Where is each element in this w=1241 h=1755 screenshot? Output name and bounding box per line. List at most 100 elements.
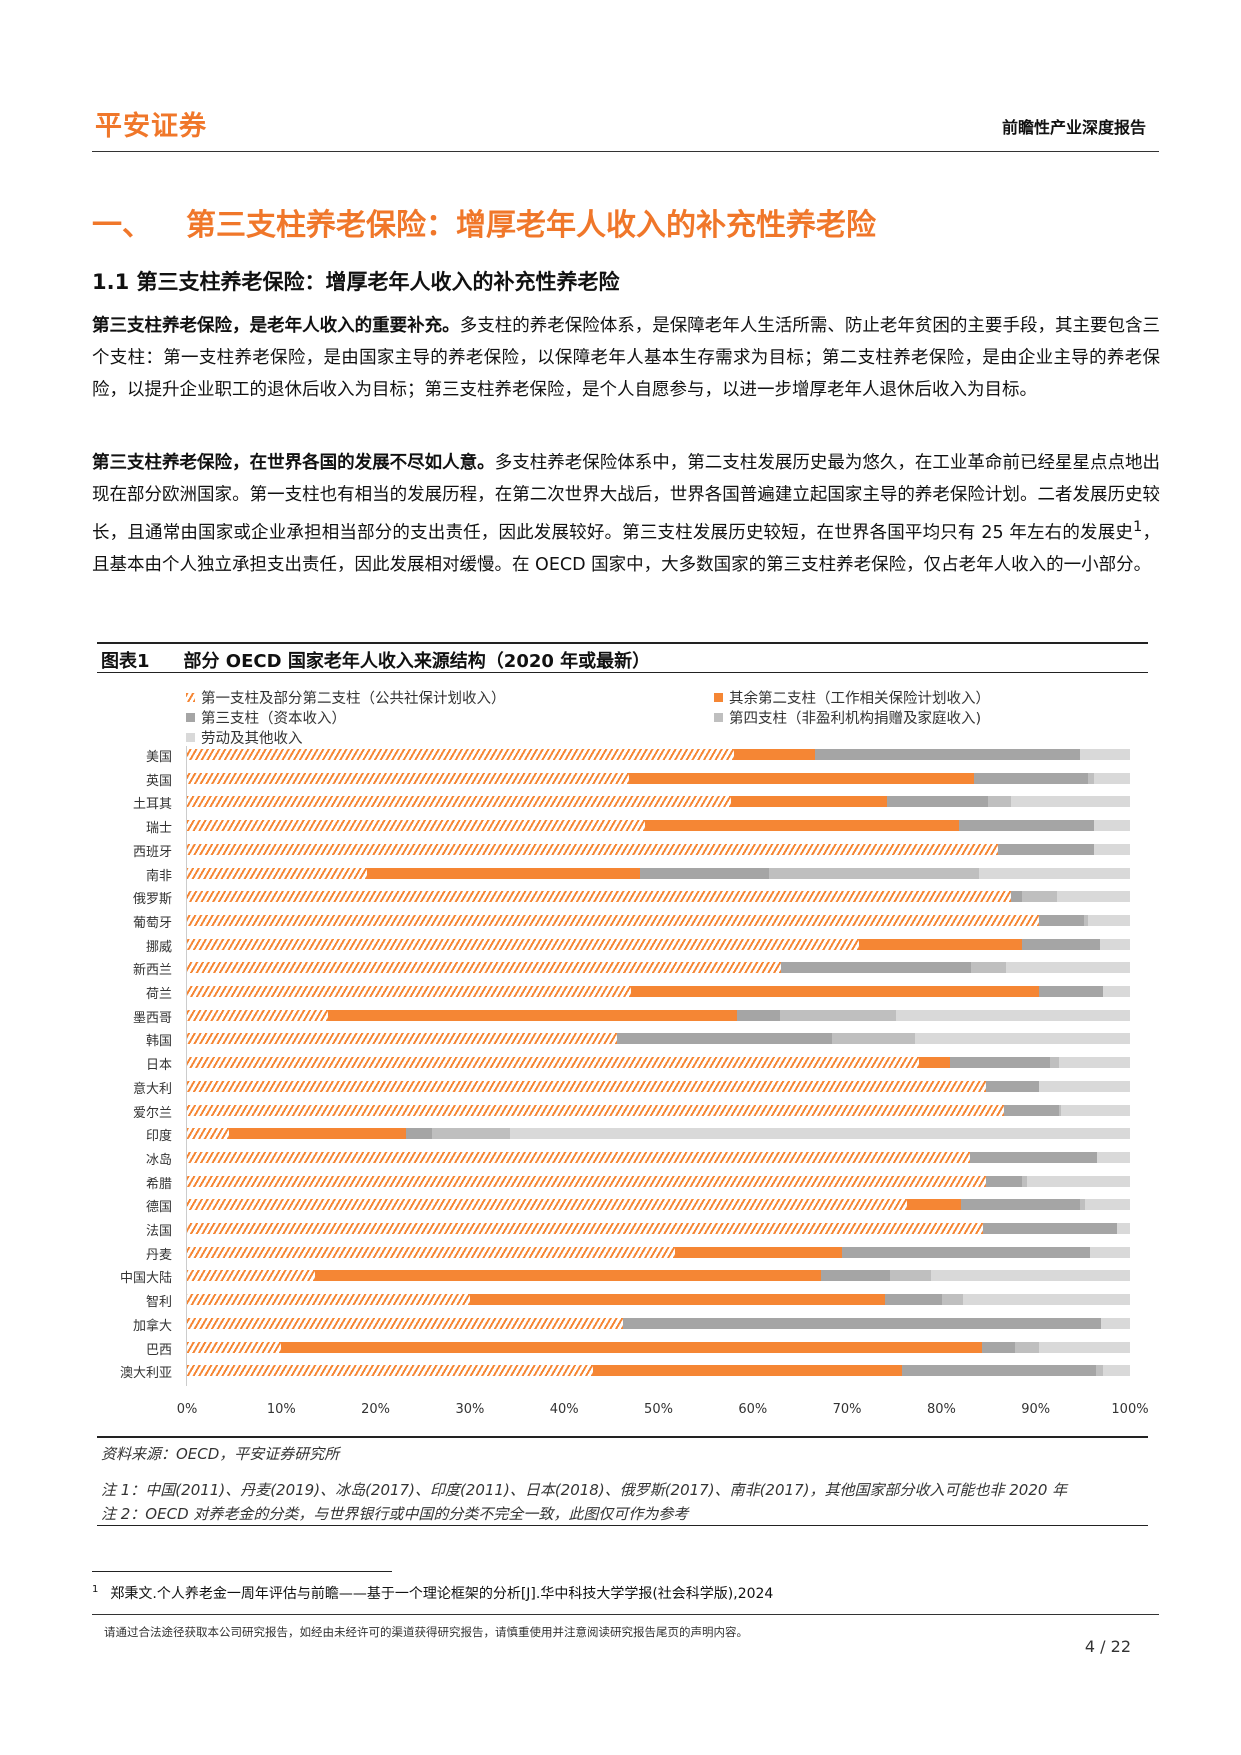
paragraph: 第三支柱养老保险，是老年人收入的重要补充。多支柱的养老保险体系，是保障老年人生活… — [92, 310, 1160, 406]
bar-segment-series-2 — [949, 1057, 1050, 1069]
bar-segment-series-2 — [886, 796, 988, 808]
bar-row: 荷兰 — [110, 980, 1150, 1004]
legend-item: 第四支柱（非盈利机构捐赠及家庭收入) — [714, 707, 981, 728]
stacked-bar — [187, 1365, 1130, 1377]
bar-row: 西班牙 — [110, 838, 1150, 862]
bar-row: 希腊 — [110, 1170, 1150, 1194]
category-label: 荷兰 — [145, 987, 172, 1002]
bar-segment-series-3 — [1087, 772, 1095, 784]
category-label: 葡萄牙 — [132, 915, 172, 931]
bar-segment-series-2 — [959, 820, 1095, 832]
page-number: 4 / 22 — [1084, 1637, 1131, 1656]
bar-segment-series-0 — [187, 1223, 983, 1234]
bar-segment-series-0 — [187, 891, 1012, 903]
chart-source-rule — [97, 1436, 1148, 1438]
paragraph-body: 多支柱养老保险体系中，第二支柱发展历史最为悠久，在工业革命前已经星星点点地出现在… — [92, 453, 1161, 543]
bar-segment-series-4 — [1059, 1057, 1130, 1069]
x-tick-label: 0% — [176, 1402, 198, 1417]
bar-segment-series-1 — [593, 1365, 902, 1377]
bar-segment-series-1 — [859, 938, 1023, 950]
bar-segment-series-1 — [315, 1270, 821, 1282]
bar-segment-series-1 — [918, 1057, 950, 1069]
bar-segment-series-1 — [631, 986, 1040, 997]
bar-segment-series-0 — [187, 1199, 908, 1211]
bar-segment-series-4 — [1116, 1223, 1130, 1234]
bar-segment-series-3 — [432, 1128, 511, 1140]
legend-label: 第三支柱（资本收入） — [201, 711, 346, 727]
bar-segment-series-2 — [985, 1080, 1039, 1092]
disclaimer: 请通过合法途径获取本公司研究报告，如经由未经许可的渠道获得研究报告，请慎重使用并… — [104, 1625, 748, 1639]
stacked-bar — [187, 1128, 1130, 1140]
bar-segment-series-4 — [979, 867, 1130, 879]
legend-label: 劳动及其他收入 — [201, 731, 303, 747]
bar-segment-series-2 — [969, 1151, 1097, 1163]
bar-segment-series-2 — [815, 749, 1080, 760]
footnote-ref[interactable]: 1 — [1133, 518, 1143, 535]
paragraph-lead: 第三支柱养老保险，在世界各国的发展不尽如人意。 — [92, 453, 495, 473]
category-label: 中国大陆 — [119, 1271, 172, 1287]
bar-segment-series-0 — [187, 796, 732, 808]
stacked-bar — [187, 1317, 1130, 1329]
bar-segment-series-1 — [733, 749, 816, 760]
bar-row: 加拿大 — [110, 1312, 1150, 1336]
bar-segment-series-4 — [510, 1128, 1130, 1140]
bar-segment-series-0 — [187, 1057, 919, 1069]
x-tick-label: 50% — [644, 1402, 673, 1417]
legend-swatch — [186, 693, 195, 702]
bar-segment-series-4 — [914, 1033, 1130, 1045]
footnote-divider — [92, 1571, 392, 1572]
bar-segment-series-3 — [1083, 914, 1088, 926]
bar-segment-series-3 — [889, 1270, 931, 1282]
category-label: 丹麦 — [145, 1247, 172, 1263]
bar-segment-series-3 — [942, 1294, 964, 1306]
category-label: 新西兰 — [132, 963, 172, 979]
legend-swatch — [714, 713, 723, 722]
bar-segment-series-2 — [736, 1009, 781, 1021]
bar-segment-series-1 — [281, 1341, 982, 1353]
bar-row: 澳大利亚 — [110, 1359, 1150, 1383]
stacked-bar — [187, 1009, 1130, 1021]
x-tick-label: 10% — [266, 1402, 296, 1417]
bar-segment-series-4 — [1061, 1104, 1130, 1116]
bar-segment-series-4 — [1100, 1317, 1130, 1329]
bar-segment-series-2 — [617, 1033, 832, 1045]
chart-title-rule — [97, 672, 1148, 673]
bar-segment-series-1 — [328, 1009, 737, 1021]
bar-segment-series-4 — [963, 1294, 1130, 1306]
bar-segment-series-3 — [832, 1033, 915, 1045]
bar-segment-series-0 — [187, 1033, 617, 1045]
category-label: 韩国 — [145, 1034, 172, 1050]
legend-item: 其余第二支柱（工作相关保险计划收入） — [714, 687, 990, 708]
category-label: 法国 — [145, 1224, 172, 1239]
bar-segment-series-2 — [842, 1246, 1091, 1258]
bar-row: 法国 — [110, 1217, 1150, 1241]
bar-segment-series-4 — [1038, 1341, 1130, 1353]
bar-segment-series-4 — [1094, 820, 1130, 832]
bar-segment-series-3 — [987, 796, 1012, 808]
stacked-bar — [187, 1341, 1130, 1353]
x-tick-label: 100% — [1111, 1402, 1149, 1417]
bar-segment-series-2 — [1038, 914, 1084, 926]
stacked-bar — [187, 1080, 1130, 1092]
subsection-heading: 1.1 第三支柱养老保险：增厚老年人收入的补充性养老险 — [92, 270, 620, 294]
bar-segment-series-0 — [187, 1104, 1004, 1116]
stacked-bar — [187, 1223, 1130, 1234]
bar-segment-series-0 — [187, 914, 1039, 926]
bar-segment-series-0 — [187, 820, 646, 832]
category-label: 南非 — [145, 868, 172, 884]
bar-segment-series-4 — [1080, 749, 1130, 760]
category-label: 美国 — [145, 750, 172, 765]
legend-label: 第四支柱（非盈利机构捐赠及家庭收入) — [729, 711, 982, 727]
stacked-bar — [187, 938, 1130, 950]
x-tick-label: 40% — [549, 1402, 579, 1417]
bar-segment-series-0 — [187, 962, 782, 974]
bar-row: 丹麦 — [110, 1241, 1150, 1265]
bar-segment-series-1 — [675, 1246, 843, 1258]
bar-segment-series-3 — [768, 867, 980, 879]
bar-row: 印度 — [110, 1122, 1150, 1146]
chart-source: 资料来源：OECD，平安证券研究所 — [101, 1445, 340, 1463]
x-tick-label: 20% — [361, 1402, 391, 1417]
bar-segment-series-0 — [187, 986, 632, 997]
bar-row: 英国 — [110, 767, 1150, 791]
bar-segment-series-2 — [1011, 891, 1023, 903]
